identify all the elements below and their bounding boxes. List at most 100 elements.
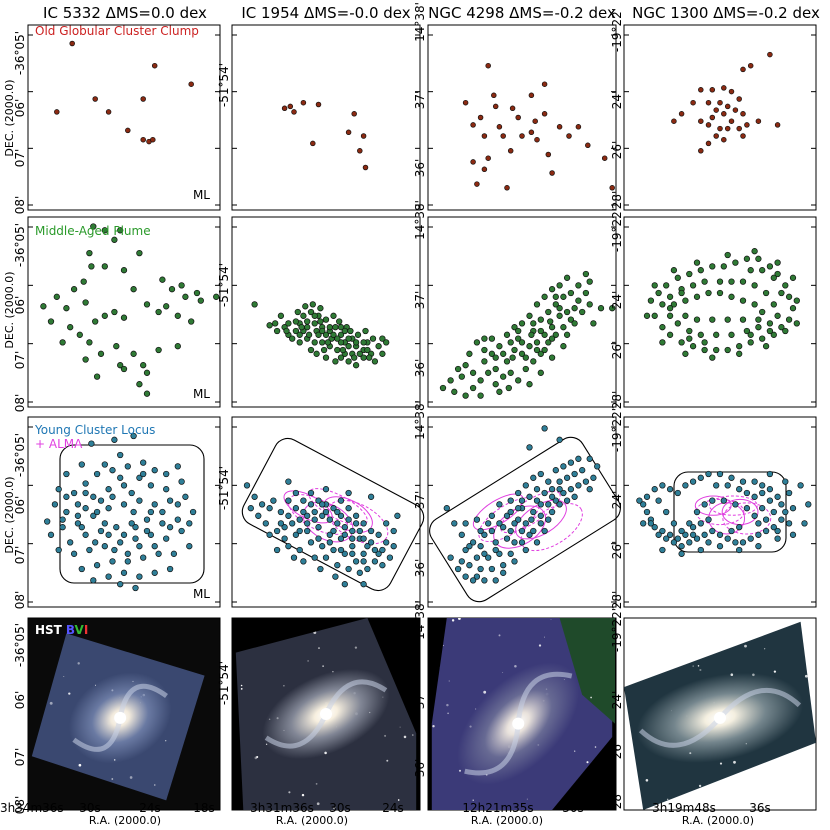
cluster-point-young (443, 505, 450, 512)
cluster-point-young (556, 478, 563, 485)
cluster-point-mid (567, 316, 575, 323)
xtick-label: 23h34m36s (0, 801, 64, 815)
cluster-point-mid (728, 278, 735, 285)
cluster-point-young (356, 527, 363, 535)
cluster-point-old (724, 103, 731, 110)
cluster-point-mid (755, 255, 762, 262)
hst-spiral-arm (323, 679, 388, 716)
ytick-label: -36°05' (13, 623, 27, 667)
cluster-point-young (166, 565, 174, 573)
cluster-point-young (716, 470, 724, 478)
cluster-point-young (541, 425, 548, 432)
cluster-point-old (747, 62, 754, 69)
hst-galaxy (431, 618, 612, 810)
cluster-point-young (151, 569, 158, 576)
cluster-point-young (315, 497, 322, 504)
cluster-point-young (82, 531, 89, 538)
ytick-label: 37' (413, 491, 427, 510)
cluster-point-mid (770, 274, 777, 281)
cluster-point-old (500, 133, 506, 139)
cluster-point-old (541, 111, 548, 117)
cluster-point-mid (354, 331, 362, 338)
hst-label-prefix: HST (35, 623, 63, 637)
ytick-label: -36°05' (13, 31, 27, 75)
cluster-point-mid (545, 339, 552, 346)
cluster-point-old (744, 122, 750, 128)
cluster-point-mid (732, 259, 739, 266)
cluster-point-young (454, 565, 462, 573)
cluster-point-young (663, 535, 670, 542)
cluster-point-young (500, 562, 507, 569)
cluster-point-mid (541, 331, 548, 338)
cluster-point-mid (511, 324, 518, 331)
cluster-point-young (697, 520, 704, 527)
cluster-point-young (575, 455, 582, 462)
hst-star (432, 725, 435, 728)
cluster-point-young (651, 524, 658, 531)
cluster-point-mid (586, 301, 593, 308)
cluster-point-young (117, 539, 124, 546)
cluster-point-mid (174, 343, 181, 350)
cluster-point-mid (143, 369, 151, 376)
cluster-point-mid (528, 331, 535, 338)
cluster-point-mid (298, 324, 305, 331)
cluster-point-mid (724, 316, 731, 323)
cluster-point-young (518, 497, 526, 504)
cluster-point-mid (552, 293, 559, 300)
cluster-point-young (371, 558, 379, 565)
cluster-point-young (511, 520, 518, 527)
cluster-point-young (337, 535, 345, 542)
ytick-label: -51°54' (217, 263, 231, 307)
row-label-young: Young Cluster Locus (34, 423, 155, 437)
cluster-point-young (186, 543, 193, 550)
cluster-point-young (128, 520, 135, 527)
hst-star (129, 776, 133, 779)
cluster-point-old (545, 151, 552, 158)
cluster-point-mid (548, 354, 556, 361)
cluster-point-mid (317, 305, 324, 312)
cluster-point-mid (481, 335, 488, 342)
cluster-point-mid (155, 346, 162, 354)
ylabel-row0: DEC. (2000.0) (3, 79, 16, 156)
cluster-point-young (243, 482, 251, 489)
cluster-point-mid (88, 263, 95, 270)
cluster-point-young (522, 482, 529, 489)
cluster-point-young (337, 497, 345, 504)
cluster-point-young (319, 543, 326, 550)
hst-star (764, 648, 766, 650)
cluster-point-mid (759, 267, 766, 274)
cluster-point-old (509, 105, 516, 112)
hst-star (240, 687, 243, 690)
cluster-point-old (496, 124, 503, 130)
cluster-point-mid (537, 316, 544, 323)
cluster-point-mid (462, 392, 469, 399)
cluster-point-young (334, 508, 341, 516)
cluster-point-young (736, 524, 743, 531)
cluster-point-mid (451, 388, 458, 395)
cluster-point-old (705, 99, 712, 106)
cluster-point-mid (526, 343, 533, 350)
cluster-point-young (105, 505, 112, 512)
cluster-point-old (721, 85, 727, 91)
cluster-point-mid (82, 356, 89, 363)
cluster-point-young (496, 520, 503, 527)
cluster-point-young (375, 550, 382, 557)
cluster-point-young (507, 550, 514, 557)
cluster-point-young (300, 558, 307, 565)
cluster-point-mid (747, 339, 754, 346)
cluster-point-young (594, 463, 601, 470)
cluster-point-old (485, 155, 491, 161)
cluster-point-young (82, 480, 89, 487)
cluster-point-young (379, 562, 386, 569)
cluster-point-young (345, 489, 352, 497)
cluster-point-young (296, 527, 303, 535)
cluster-point-mid (736, 350, 743, 357)
hst-star (442, 645, 444, 647)
cluster-point-young (360, 535, 367, 542)
cluster-point-young (556, 501, 563, 508)
cluster-point-young (74, 501, 82, 508)
cluster-point-mid (663, 282, 670, 289)
cluster-point-mid (117, 227, 124, 234)
cluster-point-mid (341, 327, 348, 335)
cluster-point-young (255, 512, 262, 519)
